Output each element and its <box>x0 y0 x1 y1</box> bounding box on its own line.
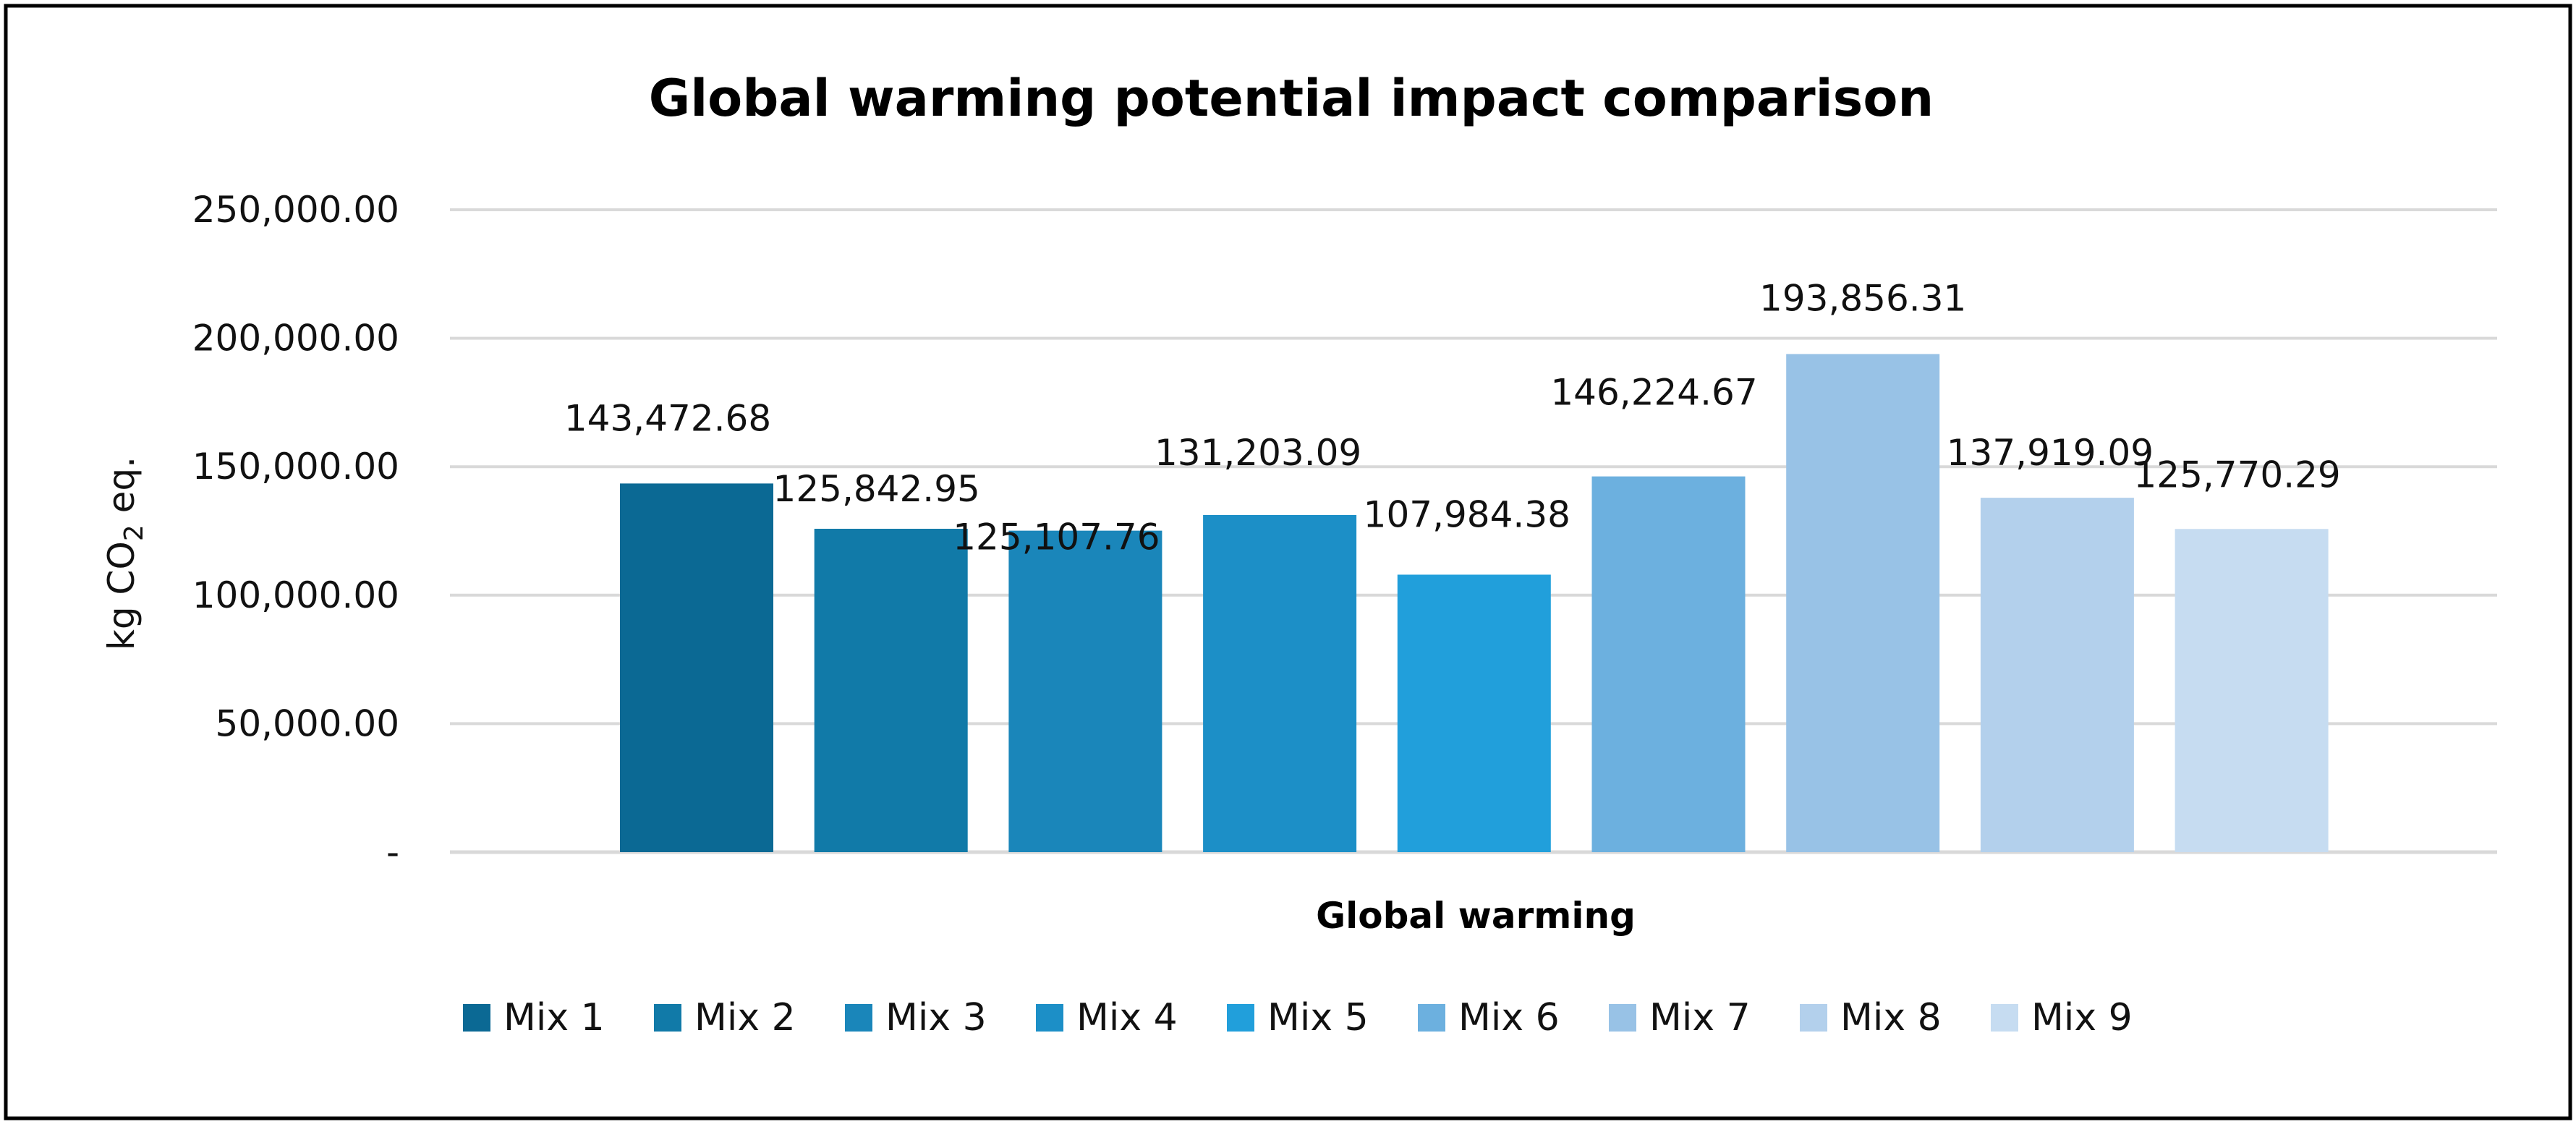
legend-swatch <box>1418 1004 1445 1032</box>
legend-label: Mix 3 <box>885 996 987 1039</box>
data-label: 125,770.29 <box>2133 454 2340 496</box>
bar-mix-5 <box>1397 574 1551 852</box>
legend-label: Mix 8 <box>1840 996 1942 1039</box>
y-tick-label: 100,000.00 <box>192 574 399 616</box>
bar-mix-1 <box>620 483 773 852</box>
bar-mix-7 <box>1786 354 1940 853</box>
y-axis-title-subscript: 2 <box>119 524 149 541</box>
y-tick-label: - <box>386 831 399 873</box>
bars <box>620 354 2329 853</box>
legend-swatch <box>1609 1004 1636 1032</box>
legend-swatch <box>463 1004 490 1032</box>
chart-title: Global warming potential impact comparis… <box>649 69 1934 128</box>
data-label: 125,107.76 <box>953 516 1160 558</box>
y-tick-label: 150,000.00 <box>192 446 399 488</box>
y-tick-label: 250,000.00 <box>192 189 399 231</box>
data-label: 107,984.38 <box>1364 493 1570 535</box>
bar-mix-4 <box>1203 514 1357 852</box>
bar-mix-6 <box>1591 476 1746 852</box>
y-axis-title-text: kg CO2 eq. <box>101 456 149 650</box>
legend-label: Mix 1 <box>503 996 605 1039</box>
data-label: 146,224.67 <box>1550 372 1757 414</box>
gridlines <box>450 208 2497 854</box>
y-axis-ticks: - 50,000.00 100,000.00 150,000.00 200,000.00… <box>192 189 399 873</box>
legend-swatch <box>1036 1004 1063 1032</box>
data-label: 143,472.68 <box>564 397 771 439</box>
bar-mix-2 <box>814 529 968 852</box>
data-label: 137,919.09 <box>1947 432 2154 474</box>
bar-mix-9 <box>2175 529 2329 852</box>
data-label: 193,856.31 <box>1759 277 1966 319</box>
legend: Mix 1 Mix 2 Mix 3 Mix 4 Mix 5 Mix 6 Mix 7 Mix 8… <box>463 996 2133 1039</box>
y-axis-title: kg CO2 eq. <box>101 456 149 650</box>
legend-swatch <box>845 1004 872 1032</box>
legend-swatch <box>1800 1004 1827 1032</box>
legend-label: Mix 7 <box>1649 996 1751 1039</box>
legend-label: Mix 6 <box>1458 996 1560 1039</box>
bar-mix-3 <box>1008 530 1162 852</box>
y-tick-label: 50,000.00 <box>216 702 399 744</box>
y-tick-label: 200,000.00 <box>192 318 399 360</box>
legend-swatch <box>1991 1004 2018 1032</box>
y-axis-title-suffix: eq. <box>101 456 143 524</box>
data-label: 125,842.95 <box>773 468 980 510</box>
legend-swatch <box>654 1004 681 1032</box>
data-label: 131,203.09 <box>1155 432 1361 474</box>
bar-mix-8 <box>1980 498 2134 852</box>
x-axis-title: Global warming <box>1316 895 1636 937</box>
legend-label: Mix 9 <box>2031 996 2133 1039</box>
legend-label: Mix 2 <box>694 996 796 1039</box>
y-axis-title-prefix: kg CO <box>101 541 143 650</box>
legend-label: Mix 5 <box>1267 996 1369 1039</box>
legend-swatch <box>1227 1004 1254 1032</box>
legend-label: Mix 4 <box>1076 996 1178 1039</box>
